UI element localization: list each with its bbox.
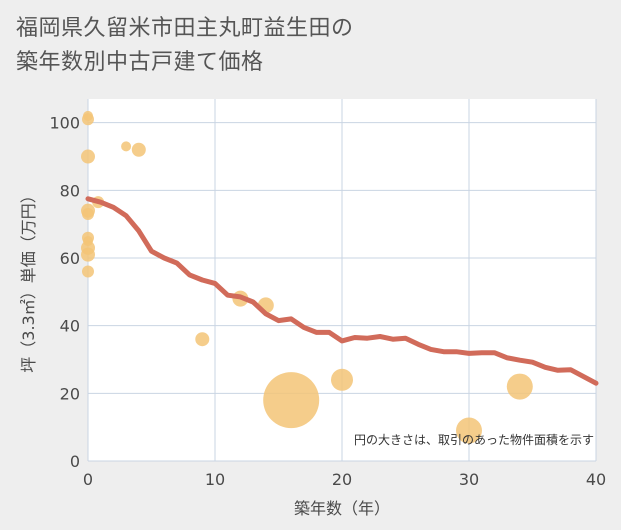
y-axis-label: 坪（3.3㎡）単価（万円）: [19, 187, 38, 372]
x-tick-label: 20: [332, 470, 352, 489]
x-tick-label: 0: [83, 470, 93, 489]
y-tick-label: 60: [60, 249, 80, 268]
data-bubble: [81, 149, 95, 164]
x-tick-label: 30: [459, 470, 479, 489]
y-tick-label: 20: [60, 384, 80, 403]
x-tick-label: 10: [205, 470, 225, 489]
data-bubble: [331, 368, 353, 391]
data-bubble: [82, 208, 94, 221]
grid-lines: [87, 99, 597, 462]
y-tick-label: 40: [60, 317, 80, 336]
y-tick-label: 0: [70, 452, 80, 471]
bubble-size-note: 円の大きさは、取引のあった物件面積を示す: [354, 432, 594, 447]
y-tick-label: 80: [60, 181, 80, 200]
data-bubble: [456, 417, 482, 444]
data-bubble: [121, 141, 132, 152]
data-bubble: [82, 265, 94, 278]
x-tick-label: 40: [586, 470, 606, 489]
x-axis-label: 築年数（年）: [294, 499, 390, 518]
data-bubble: [506, 373, 533, 400]
y-tick-label: 100: [49, 114, 80, 133]
bubble-series: [81, 110, 533, 444]
data-bubble: [263, 372, 320, 429]
data-bubble: [81, 247, 95, 262]
chart-title-line1: 福岡県久留米市田主丸町益生田の: [16, 16, 354, 41]
axis-ticks: 0 10 20 30 40 0 20 40 60 80 100: [49, 114, 606, 489]
chart-title-line2: 築年数別中古戸建て価格: [16, 50, 264, 75]
data-bubble: [131, 142, 146, 157]
data-bubble: [195, 332, 210, 347]
chart-title: 福岡県久留米市田主丸町益生田の 築年数別中古戸建て価格: [16, 12, 606, 80]
data-bubble: [82, 113, 94, 126]
average-price-line: [85, 196, 599, 386]
